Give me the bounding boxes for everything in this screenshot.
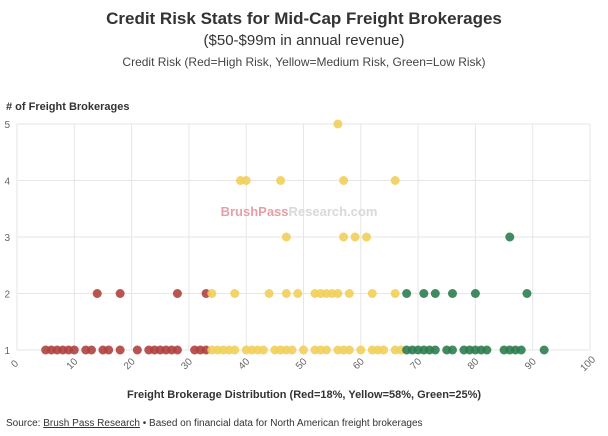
chart-subtitle: ($50-$99m in annual revenue) (204, 32, 405, 49)
x-tick-label: 80 (466, 356, 482, 372)
watermark-part2: Research.com (289, 204, 378, 219)
data-point (356, 345, 366, 355)
data-point (430, 345, 440, 355)
data-point (172, 345, 182, 355)
data-point (293, 289, 303, 298)
y-tick-label: 3 (4, 233, 10, 244)
data-point (92, 289, 102, 298)
data-point (321, 345, 331, 355)
grid-lines (16, 123, 591, 351)
data-point (299, 345, 308, 355)
watermark-part1: BrushPass (221, 204, 289, 219)
x-axis-title: Freight Brokerage Distribution (Red=18%,… (127, 389, 481, 401)
watermark: BrushPassResearch.com (221, 204, 378, 219)
chart-title: Credit Risk Stats for Mid-Cap Freight Br… (106, 9, 502, 28)
x-tick-label: 40 (237, 356, 253, 372)
data-point (379, 345, 389, 355)
data-point (207, 289, 217, 298)
axis-ticks: 0 10 20 30 40 50 60 70 80 90 100 1 2 3 4 5 (4, 120, 598, 374)
y-tick-label: 2 (4, 290, 10, 301)
x-tick-label: 30 (179, 356, 195, 372)
source-footer: Source: Brush Pass Research • Based on f… (6, 418, 423, 429)
data-point (132, 345, 142, 355)
data-point (230, 289, 240, 298)
data-point (104, 345, 114, 355)
data-point (339, 176, 349, 185)
data-point (258, 345, 268, 355)
x-tick-label: 20 (122, 356, 138, 372)
y-tick-label: 1 (4, 346, 10, 357)
data-point (522, 289, 532, 298)
data-point (115, 345, 125, 355)
x-tick-label: 90 (523, 356, 539, 372)
x-tick-label: 0 (9, 358, 21, 370)
source-note: • Based on financial data for North Amer… (139, 418, 423, 429)
y-axis-title: # of Freight Brokerages (6, 101, 129, 113)
y-tick-label: 5 (4, 120, 10, 131)
data-point (367, 289, 377, 298)
data-point (69, 345, 79, 355)
data-point (339, 232, 349, 242)
data-point (264, 289, 274, 298)
data-point (276, 176, 286, 185)
data-point (362, 232, 372, 242)
data-point (390, 289, 400, 298)
data-point (516, 345, 526, 355)
data-point (447, 289, 457, 298)
source-link[interactable]: Brush Pass Research (43, 418, 140, 429)
data-point (115, 289, 125, 298)
data-point (333, 119, 343, 129)
x-tick-label: 10 (65, 356, 81, 372)
x-tick-label: 60 (351, 356, 367, 372)
x-tick-label: 70 (409, 356, 425, 372)
data-points (41, 119, 549, 355)
data-point (333, 289, 343, 298)
data-point (86, 345, 96, 355)
source-label: Source: (6, 418, 44, 429)
data-point (419, 289, 429, 298)
data-point (344, 345, 354, 355)
data-point (482, 345, 492, 355)
data-point (430, 289, 440, 298)
chart-legend-note: Credit Risk (Red=High Risk, Yellow=Mediu… (122, 55, 485, 69)
data-point (281, 289, 291, 298)
data-point (390, 176, 400, 185)
data-point (470, 289, 480, 298)
data-point (539, 345, 549, 355)
y-tick-label: 4 (4, 177, 10, 188)
data-point (172, 289, 182, 298)
data-point (350, 232, 360, 242)
data-point (281, 232, 291, 242)
x-tick-label: 50 (294, 356, 310, 372)
data-point (447, 345, 457, 355)
data-point (344, 289, 354, 298)
x-tick-label: 100 (578, 354, 598, 374)
data-point (402, 289, 412, 298)
data-point (287, 345, 297, 355)
data-point (241, 176, 251, 185)
data-point (230, 345, 240, 355)
data-point (505, 232, 515, 242)
